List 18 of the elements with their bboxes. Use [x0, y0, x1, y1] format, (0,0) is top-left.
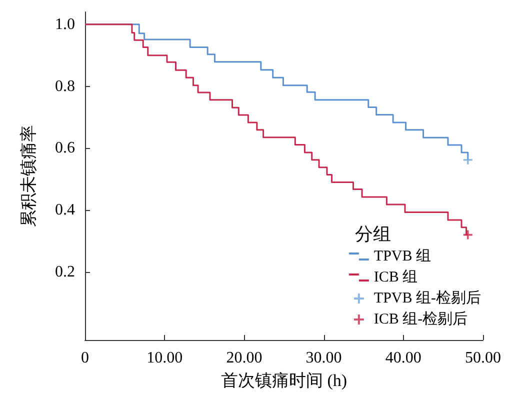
y-tick-label: 0.2 [55, 263, 75, 280]
y-tick-label: 0.6 [55, 140, 75, 157]
x-tick-label: 50.00 [465, 350, 501, 366]
y-tick-label: 1.0 [55, 16, 75, 33]
legend-title: 分组 [355, 224, 391, 244]
x-tick-label: 30.00 [306, 350, 342, 366]
x-tick-label: 0 [81, 350, 89, 366]
legend-label: TPVB 组-检剔后 [374, 290, 482, 306]
legend-label: ICB 组-检剔后 [374, 310, 468, 328]
legend-label: ICB 组 [374, 268, 418, 286]
y-tick-label: 0.4 [55, 202, 75, 219]
x-tick-label: 20.00 [226, 350, 262, 366]
x-axis-title: 首次镇痛时间 (h) [220, 371, 348, 390]
y-axis-title: 累积未镇痛率 [19, 125, 38, 227]
legend-label: TPVB 组 [374, 248, 432, 264]
y-tick-label: 0.8 [55, 78, 75, 95]
x-tick-label: 40.00 [385, 350, 422, 366]
x-tick-label: 10.00 [146, 350, 183, 366]
